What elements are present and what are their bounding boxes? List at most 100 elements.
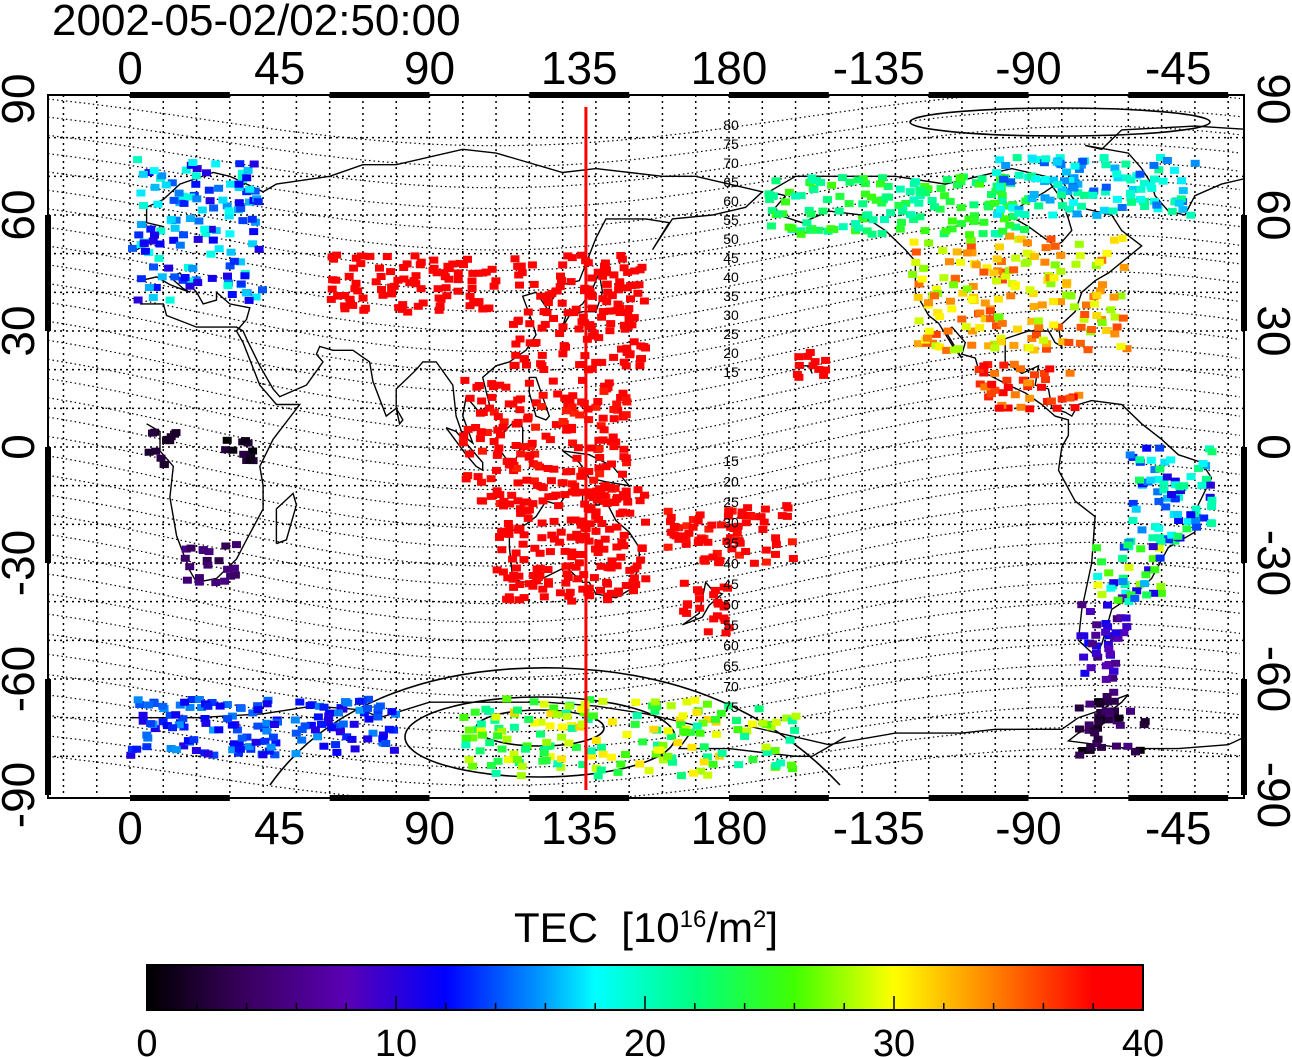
tec-point-antarctica-east	[702, 700, 712, 708]
tec-point-europe	[193, 279, 203, 287]
tec-point-north-america	[1058, 338, 1068, 346]
tec-point-central-asia	[399, 275, 409, 283]
tec-point-japan-china	[593, 268, 603, 276]
tec-point-canada-alaska	[979, 218, 989, 226]
tec-point-antarctica-east	[708, 760, 718, 768]
tec-point-central-asia	[394, 304, 404, 312]
tec-point-central-asia	[333, 292, 343, 300]
tec-point-north-america	[967, 296, 977, 303]
tec-point-central-asia	[441, 284, 451, 292]
tec-point-arctic-canada	[1158, 177, 1168, 185]
tec-point-south-america-mid	[1156, 583, 1166, 590]
tec-point-japan-china	[630, 267, 640, 275]
tec-point-southeast-asia	[459, 432, 469, 440]
tec-point-antarctica-west	[364, 715, 374, 723]
tec-point-antarctica-west	[342, 733, 352, 741]
tec-point-australia	[528, 572, 538, 579]
tec-point-antarctica-west	[229, 740, 239, 748]
tec-point-japan-china	[629, 314, 639, 322]
colorbar-tick-label: 0	[136, 1023, 157, 1057]
tec-point-patagonia	[1085, 608, 1095, 615]
right-axis-label: -30	[1248, 530, 1292, 596]
tec-point-antarctica-west	[166, 745, 176, 752]
frame-bar-top	[729, 92, 829, 98]
tec-point-southeast-asia	[486, 475, 496, 483]
tec-point-europe	[161, 181, 171, 189]
tec-point-japan-china	[635, 362, 645, 370]
tec-point-central-america	[1010, 391, 1020, 399]
tec-point-central-asia	[463, 255, 472, 263]
tec-point-north-america	[967, 249, 977, 257]
tec-point-antarctica-east	[658, 741, 668, 749]
tec-point-southeast-asia	[562, 426, 572, 434]
tec-point-pacific-south	[734, 551, 744, 559]
tec-point-australia	[499, 530, 509, 538]
tec-point-arctic-canada	[999, 175, 1009, 183]
tec-point-canada-alaska	[945, 197, 955, 205]
tec-point-arctic-canada	[1049, 176, 1058, 184]
tec-point-canada-alaska	[867, 230, 877, 238]
tec-point-canada-alaska	[834, 207, 844, 215]
tec-point-central-asia	[440, 273, 450, 281]
tec-point-southeast-asia	[471, 424, 481, 431]
tec-point-hawaii	[794, 361, 804, 369]
tec-point-europe	[150, 231, 159, 239]
tec-point-japan-china	[594, 334, 604, 342]
magnetic-contour	[48, 125, 1241, 189]
tec-point-antarctica-west	[270, 721, 279, 728]
tec-point-europe	[166, 215, 176, 223]
tec-point-north-america	[1071, 260, 1081, 268]
tec-point-patagonia	[1111, 659, 1121, 667]
tec-point-antarctica-west	[264, 747, 274, 755]
tec-point-europe	[153, 200, 163, 208]
tec-point-arctic-canada	[1149, 161, 1159, 169]
tec-point-north-america	[1110, 330, 1120, 338]
tec-point-central-asia	[340, 292, 350, 299]
tec-point-australia	[575, 551, 585, 558]
tec-point-central-asia	[434, 306, 444, 314]
tec-point-canada-alaska	[906, 211, 916, 219]
tec-point-antarctica-east	[663, 752, 673, 760]
tec-point-southeast-asia	[609, 415, 619, 423]
tec-point-australia	[571, 563, 581, 571]
tec-point-antarctica-east	[530, 719, 539, 727]
tec-point-europe	[223, 272, 232, 280]
tec-point-southeast-asia	[476, 428, 486, 436]
colorbar-unit-mid: /m	[706, 904, 754, 951]
tec-point-australia	[567, 548, 577, 556]
tec-point-north-america	[1037, 301, 1047, 309]
tec-point-north-america	[932, 285, 942, 293]
axis-labels: 0 45 90 135 180 -135 -90 -450 45 90 135 180 -135 -90-…	[0, 42, 1292, 854]
tec-point-north-america	[966, 243, 976, 251]
tec-point-antarctica-east	[493, 732, 503, 740]
tec-point-antarctica-west	[338, 720, 348, 728]
tec-point-south-america-north	[1161, 503, 1171, 511]
tec-point-south-america-north	[1137, 480, 1147, 488]
tec-point-north-america	[1038, 336, 1048, 344]
tec-point-antarctica-west	[180, 698, 190, 706]
tec-point-europe	[133, 156, 143, 164]
tec-point-north-america	[990, 344, 1000, 352]
tec-point-southeast-asia	[609, 406, 619, 413]
tec-point-north-america	[938, 247, 948, 255]
tec-point-australia	[637, 545, 647, 552]
tec-point-antarctica-east	[542, 738, 552, 746]
tec-point-canada-alaska	[784, 188, 794, 196]
tec-point-new-zealand	[721, 629, 731, 637]
tec-point-southeast-asia	[512, 464, 522, 472]
tec-point-arctic-canada	[1167, 207, 1177, 215]
tec-point-north-america	[917, 275, 927, 283]
tec-point-europe	[149, 263, 158, 271]
tec-point-europe	[1279, 254, 1288, 261]
tec-point-north-america	[1049, 298, 1058, 305]
tec-point-east-africa	[221, 446, 231, 454]
tec-point-south-africa	[229, 564, 239, 572]
tec-point-arctic-canada	[1177, 177, 1187, 185]
tec-point-australia	[575, 536, 585, 544]
coastline	[1084, 125, 1244, 216]
tec-point-south-africa	[180, 554, 190, 562]
tec-point-australia	[619, 531, 629, 539]
tec-point-new-zealand	[679, 579, 689, 587]
tec-point-central-asia	[349, 264, 359, 272]
tec-point-antarctic-peninsula	[1095, 700, 1105, 708]
